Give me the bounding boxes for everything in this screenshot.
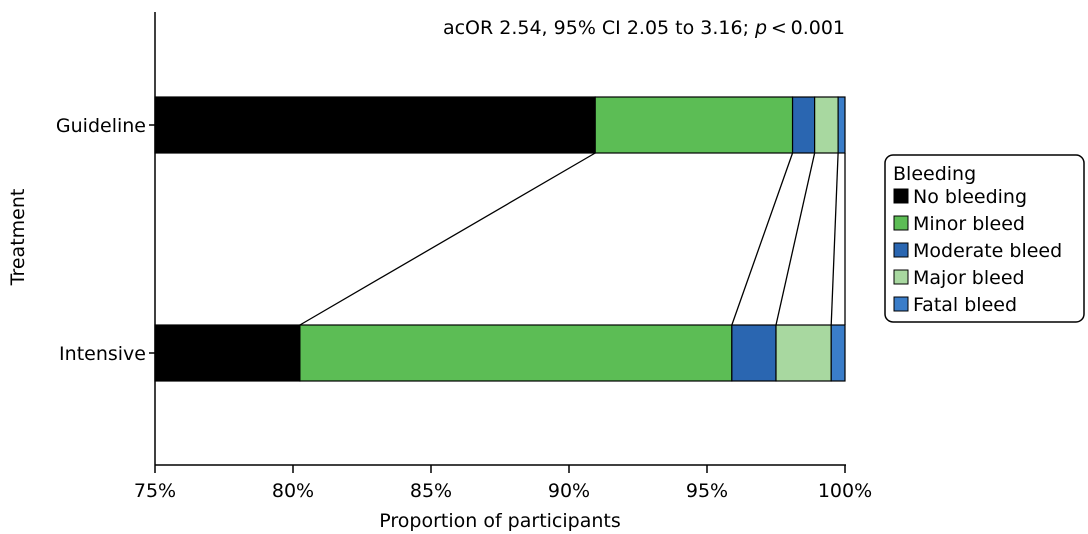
bar-guideline-moderate-bleed <box>791 96 816 154</box>
x-tick-label: 90% <box>548 480 590 502</box>
connector-line-moderate-bleed <box>775 152 816 326</box>
x-axis-label: Proportion of participants <box>379 510 621 532</box>
bar-intensive-moderate-bleed <box>731 324 777 382</box>
legend-swatch-no-bleeding <box>893 188 909 204</box>
x-tick-label: 85% <box>410 480 452 502</box>
bar-intensive-no-bleeding <box>154 324 301 382</box>
connector-lines <box>299 152 846 326</box>
x-tick-label: 80% <box>272 480 314 502</box>
legend-items: No bleeding Minor bleed Moderate bleed Majo… <box>893 186 1062 316</box>
x-tick-label: 95% <box>686 480 728 502</box>
chart-annotation: acOR 2.54, 95% CI 2.05 to 3.16; p < 0.00… <box>443 17 845 39</box>
connector-line-no-bleeding <box>299 152 596 326</box>
annotation-prefix: acOR 2.54, 95% CI 2.05 to 3.16; <box>443 17 755 39</box>
connector-line-major-bleed <box>830 152 839 326</box>
y-category-label-guideline: Guideline <box>56 115 146 137</box>
bar-intensive-fatal-bleed <box>830 324 846 382</box>
legend-swatch-major-bleed <box>893 269 909 285</box>
bars-group <box>154 96 846 382</box>
x-tick-label: 75% <box>134 480 176 502</box>
x-ticks: 75% 80% 85% 90% 95% 100% <box>134 465 872 502</box>
bar-guideline-minor-bleed <box>594 96 794 154</box>
bar-guideline-major-bleed <box>814 96 839 154</box>
legend: Bleeding No bleeding Minor bleed Moderate … <box>884 154 1085 323</box>
annotation-suffix: < 0.001 <box>767 17 845 39</box>
legend-box <box>884 154 1085 323</box>
x-tick-label: 100% <box>818 480 872 502</box>
legend-label-minor-bleed: Minor bleed <box>913 213 1025 235</box>
connector-line-minor-bleed <box>731 152 794 326</box>
legend-title: Bleeding <box>893 163 976 185</box>
bar-guideline-fatal-bleed <box>837 96 846 154</box>
bar-intensive-minor-bleed <box>299 324 733 382</box>
legend-label-fatal-bleed: Fatal bleed <box>913 294 1017 316</box>
annotation-p-symbol: p <box>754 17 767 39</box>
legend-label-major-bleed: Major bleed <box>913 267 1025 289</box>
legend-label-no-bleeding: No bleeding <box>913 186 1027 208</box>
legend-label-moderate-bleed: Moderate bleed <box>913 240 1062 262</box>
y-axis-label: Treatment <box>7 189 29 287</box>
bar-guideline-no-bleeding <box>154 96 596 154</box>
bar-intensive-major-bleed <box>775 324 832 382</box>
legend-swatch-fatal-bleed <box>893 296 909 312</box>
legend-swatch-moderate-bleed <box>893 242 909 258</box>
y-category-labels: Guideline Intensive <box>56 115 155 365</box>
legend-swatch-minor-bleed <box>893 215 909 231</box>
y-category-label-intensive: Intensive <box>59 343 146 365</box>
